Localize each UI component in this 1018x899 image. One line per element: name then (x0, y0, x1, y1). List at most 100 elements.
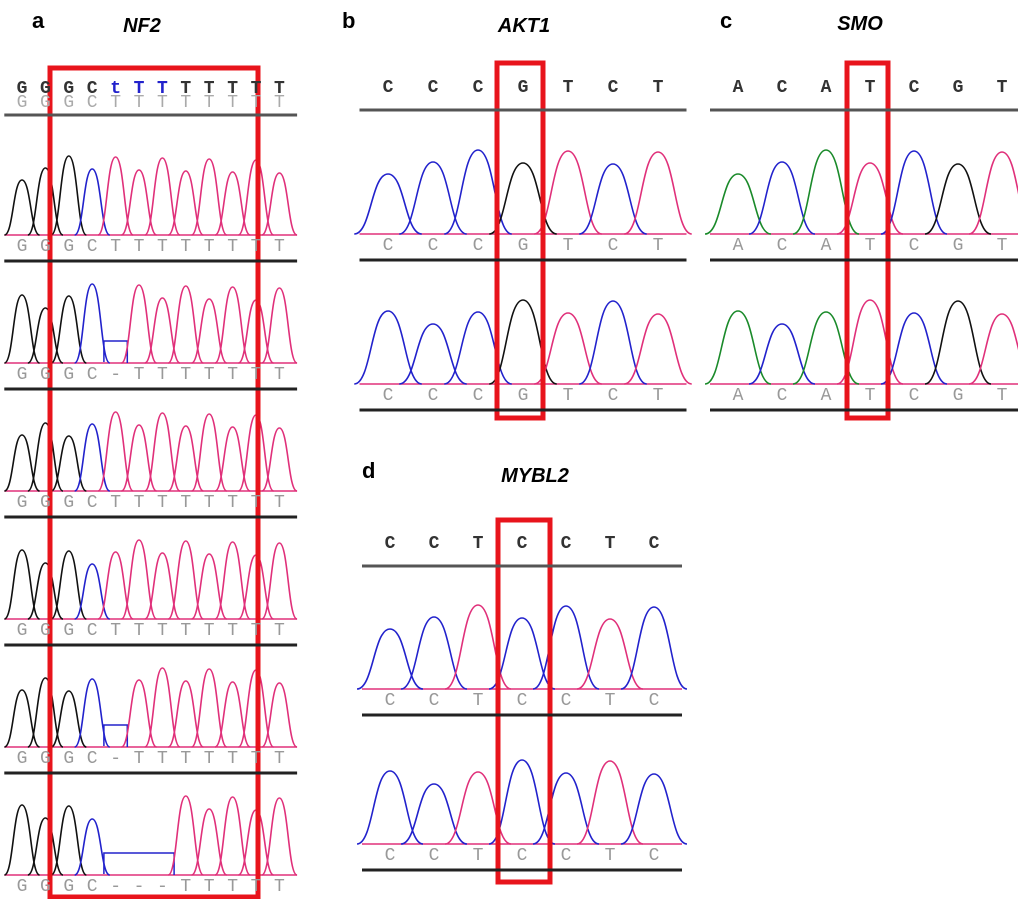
trace-peak (749, 162, 815, 234)
base-call: T (274, 237, 285, 257)
base-call: C (909, 236, 920, 256)
base-call: G (63, 237, 74, 257)
base-call: C (383, 386, 394, 406)
trace-peak (51, 691, 86, 747)
trace-peak (354, 174, 422, 234)
trace-peak (145, 668, 180, 747)
base-call: G (40, 237, 51, 257)
base-call: G (17, 365, 28, 385)
header-base: C (385, 534, 396, 554)
base-call: T (227, 749, 238, 769)
base-call: T (563, 386, 574, 406)
base-call: C (87, 749, 98, 769)
trace-peak (75, 564, 110, 619)
panel-label: a (32, 8, 45, 33)
trace-peak (215, 287, 250, 363)
gene-title: NF2 (123, 15, 161, 37)
gene-title: SMO (837, 13, 883, 35)
base-call: C (429, 846, 440, 866)
base-call: G (40, 749, 51, 769)
trace-peak (4, 805, 39, 875)
base-call: C (385, 846, 396, 866)
base-call: C (649, 691, 660, 711)
trace-peak (28, 818, 63, 875)
trace-peak (624, 314, 692, 384)
base-call: - (110, 749, 121, 769)
panel-label: d (362, 458, 375, 483)
base-call: C (561, 691, 572, 711)
trace-peak (577, 761, 643, 844)
trace-peak (121, 170, 156, 235)
trace-peak (262, 428, 297, 491)
trace-peak (399, 324, 467, 384)
base-call: T (180, 237, 191, 257)
header-base: T (134, 93, 145, 113)
base-call: T (204, 493, 215, 513)
header-base: G (953, 78, 964, 98)
base-call: T (227, 493, 238, 513)
base-call: G (953, 236, 964, 256)
trace-peak (925, 164, 991, 234)
trace-peak (121, 680, 156, 747)
base-call: T (251, 749, 262, 769)
base-call: T (180, 493, 191, 513)
trace-peak (4, 550, 39, 619)
base-call: T (180, 877, 191, 897)
base-call: T (157, 493, 168, 513)
base-call: T (865, 236, 876, 256)
base-call: C (517, 846, 528, 866)
base-call: G (40, 877, 51, 897)
trace-peak (98, 157, 133, 235)
header-base: C (649, 534, 660, 554)
trace-peak (28, 308, 63, 363)
trace-peak (192, 414, 227, 491)
base-call: C (608, 236, 619, 256)
base-call: T (204, 877, 215, 897)
gene-title: MYBL2 (501, 465, 569, 487)
base-call: T (227, 621, 238, 641)
base-call: G (63, 621, 74, 641)
base-call: G (40, 493, 51, 513)
trace-peak (98, 412, 133, 491)
trace-peak (192, 159, 227, 235)
trace-peak (262, 683, 297, 747)
trace-peak (357, 629, 423, 689)
base-call: C (87, 877, 98, 897)
base-call: G (63, 493, 74, 513)
base-call: T (227, 877, 238, 897)
trace-peak (624, 152, 692, 234)
trace-peak (168, 541, 203, 619)
base-call: - (110, 365, 121, 385)
base-call: T (110, 493, 121, 513)
base-call: T (134, 749, 145, 769)
base-call: T (157, 749, 168, 769)
base-call: C (87, 621, 98, 641)
trace-peak (51, 156, 86, 235)
trace-peak (121, 285, 156, 363)
base-call: A (733, 386, 744, 406)
trace-peak (579, 301, 647, 384)
trace-peak (28, 678, 63, 747)
trace-peak (881, 151, 947, 234)
base-call: G (40, 621, 51, 641)
base-call: C (777, 386, 788, 406)
base-call: T (274, 365, 285, 385)
panel-label: c (720, 8, 732, 33)
trace-peak (168, 171, 203, 235)
base-call: G (63, 749, 74, 769)
header-base: G (63, 93, 74, 113)
base-call: T (134, 365, 145, 385)
trace-peak (168, 426, 203, 491)
base-call: T (180, 621, 191, 641)
header-base: G (518, 78, 529, 98)
trace-peak (401, 784, 467, 844)
base-call: T (251, 365, 262, 385)
header-base: C (608, 78, 619, 98)
base-call: G (17, 493, 28, 513)
base-call: T (653, 386, 664, 406)
base-call: - (110, 877, 121, 897)
base-call: T (605, 691, 616, 711)
trace-peak (168, 681, 203, 747)
base-call: T (204, 237, 215, 257)
base-call: T (134, 237, 145, 257)
